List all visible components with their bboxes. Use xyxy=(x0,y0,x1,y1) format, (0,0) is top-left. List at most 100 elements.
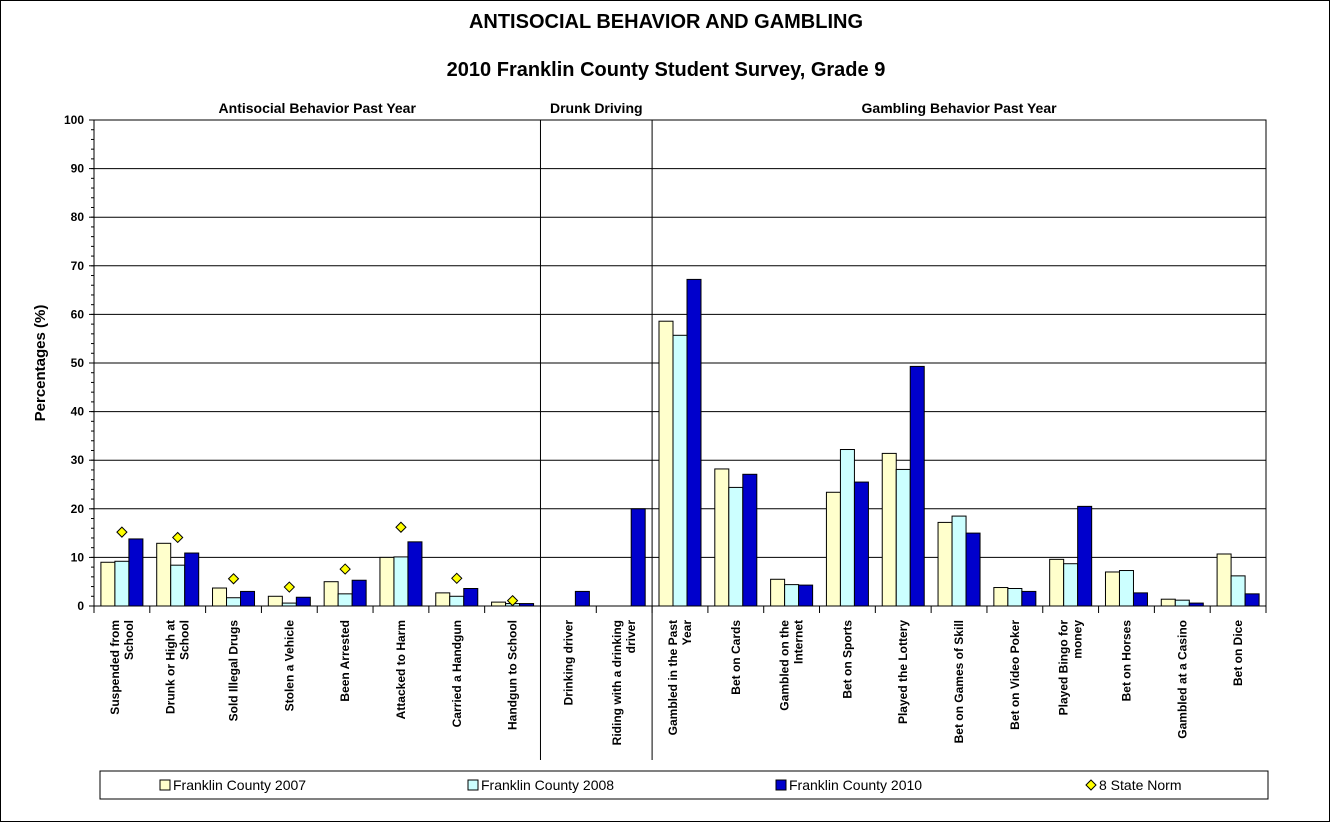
bar xyxy=(295,596,311,607)
bar xyxy=(937,521,953,607)
bar xyxy=(1160,598,1176,607)
bar xyxy=(170,564,186,607)
category-label: Riding with a drinking xyxy=(610,620,624,745)
category-label: School xyxy=(122,620,136,660)
bar xyxy=(839,449,855,607)
category-label: Stolen a Vehicle xyxy=(282,620,296,712)
chart-title: ANTISOCIAL BEHAVIOR AND GAMBLING xyxy=(469,11,863,33)
category-label: Bet on Games of Skill xyxy=(952,620,966,743)
bar xyxy=(784,584,800,607)
bar xyxy=(519,603,535,607)
bar xyxy=(1244,593,1260,607)
category-label: Bet on Sports xyxy=(840,620,854,699)
y-tick-label: 30 xyxy=(71,453,85,467)
bar xyxy=(100,561,116,607)
bar xyxy=(449,595,465,607)
bar xyxy=(1118,570,1134,607)
y-tick-label: 80 xyxy=(71,210,85,224)
bar xyxy=(337,593,353,607)
bar xyxy=(742,473,758,607)
category-label: School xyxy=(178,620,192,660)
bar xyxy=(798,584,814,607)
bar xyxy=(1007,588,1023,607)
category-label: Carried a Handgun xyxy=(450,620,464,727)
bar xyxy=(1021,590,1037,607)
bar xyxy=(1063,563,1079,607)
legend-swatch xyxy=(467,779,479,791)
bar xyxy=(1104,571,1120,607)
category-label: Drinking driver xyxy=(561,620,575,706)
marker xyxy=(506,594,519,607)
bar xyxy=(435,592,451,607)
chart-subtitle: 2010 Franklin County Student Survey, Gra… xyxy=(447,59,886,81)
legend-swatch xyxy=(775,779,787,791)
bar xyxy=(1216,553,1232,607)
plot-area: 0 10 20 30 40 50 60 70 80 90 100 Antisocial Behavio… xyxy=(64,100,1267,760)
category-label: Suspended from xyxy=(108,620,122,715)
marker xyxy=(283,581,296,593)
section-label: Gambling Behavior Past Year xyxy=(862,100,1058,116)
category-label: Gambled at a Casino xyxy=(1175,620,1189,739)
bar xyxy=(379,556,395,607)
category-label: Bet on Cards xyxy=(729,620,743,695)
bar xyxy=(574,590,590,607)
bar xyxy=(1132,592,1148,607)
bar xyxy=(1174,599,1190,607)
bar xyxy=(393,556,409,607)
y-tick-label: 60 xyxy=(71,307,85,321)
category-label: Gambled in the Past xyxy=(666,620,680,735)
bar xyxy=(491,601,507,607)
bar xyxy=(658,320,674,607)
bar xyxy=(686,278,702,607)
category-label: Played Bingo for xyxy=(1057,620,1071,716)
bar xyxy=(281,602,297,607)
bar xyxy=(407,541,423,607)
section-label: Antisocial Behavior Past Year xyxy=(219,100,417,116)
bar xyxy=(156,542,172,607)
bar xyxy=(226,597,242,607)
bar xyxy=(853,481,869,607)
marker xyxy=(116,526,128,538)
bar xyxy=(770,578,786,607)
bar xyxy=(993,587,1009,607)
category-label: driver xyxy=(624,620,638,654)
y-tick-label: 70 xyxy=(71,259,85,273)
y-tick-label: 10 xyxy=(71,550,85,564)
legend-label: Franklin County 2010 xyxy=(789,777,922,793)
category-label: Played the Lottery xyxy=(896,620,910,724)
bar xyxy=(965,532,981,607)
bar xyxy=(240,590,256,607)
section-label: Drunk Driving xyxy=(550,100,643,116)
y-tick-label: 50 xyxy=(71,356,85,370)
bar xyxy=(1230,575,1246,607)
legend-label: 8 State Norm xyxy=(1099,777,1181,793)
category-label: Year xyxy=(680,620,694,646)
marker xyxy=(227,573,240,585)
y-tick-label: 40 xyxy=(71,405,85,419)
category-label: Sold Illegal Drugs xyxy=(227,620,241,722)
category-label: money xyxy=(1071,620,1085,659)
y-axis-label: Percentages (%) xyxy=(32,305,49,422)
bar xyxy=(630,508,646,607)
bar xyxy=(825,491,841,607)
y-tick-label: 0 xyxy=(77,599,84,613)
category-label: Drunk or High at xyxy=(164,620,178,714)
bar xyxy=(114,560,130,607)
marker xyxy=(395,521,407,533)
bar xyxy=(212,587,228,607)
bar xyxy=(184,552,200,607)
marker xyxy=(172,531,184,544)
legend-swatch xyxy=(159,779,171,791)
category-label: Internet xyxy=(792,620,806,664)
bar xyxy=(895,468,911,607)
legend-label: Franklin County 2007 xyxy=(173,777,306,793)
legend-box xyxy=(99,770,1269,800)
category-label: Attacked to Harm xyxy=(394,620,408,719)
bar xyxy=(909,365,925,607)
legend-label: Franklin County 2008 xyxy=(481,777,614,793)
y-tick-label: 100 xyxy=(64,113,84,127)
legend-swatch xyxy=(1085,779,1097,791)
category-label: Bet on Horses xyxy=(1119,620,1133,702)
category-label: Gambled on the xyxy=(778,620,792,711)
